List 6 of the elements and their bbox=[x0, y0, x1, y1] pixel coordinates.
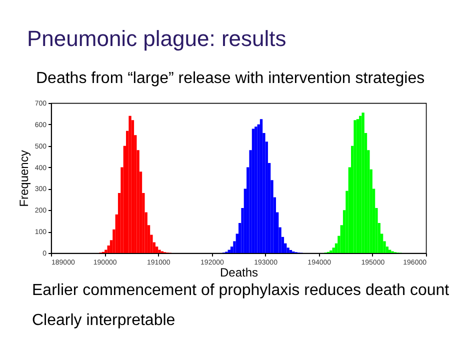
x-axis-title: Deaths bbox=[220, 266, 258, 280]
y-axis-title: Frequency bbox=[16, 150, 31, 207]
chart-title: Pneumonic plague: results bbox=[27, 26, 286, 52]
text: Earlier commencement of prophylaxis reduces death count bbox=[32, 282, 450, 300]
text: Clearly interpretable bbox=[32, 312, 176, 330]
chart-subtitle: Deaths from “large” release with intervention strategies bbox=[36, 70, 425, 88]
